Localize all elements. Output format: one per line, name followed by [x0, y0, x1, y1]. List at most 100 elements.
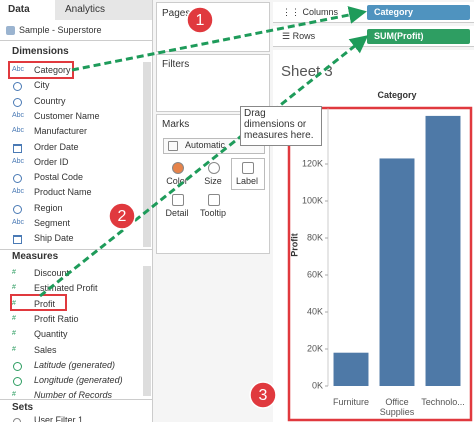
bar — [425, 115, 461, 387]
section-title: Sets — [12, 402, 34, 413]
callout-number: 2 — [118, 208, 127, 225]
mark-button-icon — [242, 162, 254, 174]
field[interactable]: Customer Name — [34, 110, 100, 121]
mark-type: Automatic — [185, 140, 226, 150]
mark-type-icon — [168, 141, 178, 151]
x-tick-label: Office Supplies — [379, 397, 415, 417]
callout-number: 1 — [196, 12, 205, 29]
scrollbar[interactable] — [143, 266, 151, 396]
field[interactable]: Segment — [34, 218, 71, 228]
card-title: Filters — [162, 59, 190, 70]
divider — [0, 399, 152, 400]
shelf-label: ⋮⋮ Columns — [282, 7, 339, 17]
field[interactable]: Longitude (generated) — [34, 375, 123, 386]
field[interactable]: Discount — [34, 268, 70, 278]
data-source[interactable]: Sample - Superstore — [19, 25, 102, 35]
field[interactable]: Ship Date — [34, 233, 74, 244]
globe-icon — [13, 361, 22, 371]
field[interactable]: Category — [34, 65, 71, 75]
scrollbar[interactable] — [143, 62, 151, 247]
globe-icon — [13, 97, 22, 107]
field[interactable]: Profit Ratio — [34, 313, 79, 324]
field[interactable]: Product Name — [34, 187, 92, 198]
y-tick-label: 80K — [307, 232, 323, 242]
field[interactable]: Order Date — [34, 141, 79, 152]
card-title: Pages — [162, 8, 191, 19]
y-tick-label: 40K — [307, 306, 323, 316]
mark-button-label: Color — [166, 176, 188, 186]
field-icon: # — [12, 284, 16, 292]
section-title: Dimensions — [12, 46, 69, 57]
field[interactable]: Country — [34, 95, 66, 106]
mark-button-icon — [208, 194, 220, 206]
callout-circle — [249, 381, 277, 409]
y-tick-label: 120K — [302, 158, 323, 168]
chart-title: Category — [377, 90, 417, 100]
field[interactable]: Latitude (generated) — [34, 359, 116, 370]
tab[interactable]: Data — [0, 0, 55, 20]
divider — [0, 249, 152, 250]
globe-icon — [13, 377, 22, 387]
field[interactable]: User Filter 1 — [34, 415, 84, 422]
field[interactable]: Manufacturer — [34, 126, 88, 137]
mark-button-icon — [172, 162, 184, 174]
highlight-box — [287, 106, 473, 422]
field-icon: Abc — [12, 111, 25, 119]
tab[interactable]: Analytics — [55, 0, 152, 20]
y-tick-label: 0K — [312, 380, 323, 390]
mark-button-icon — [172, 194, 184, 206]
shelf-title: Rows — [292, 31, 316, 41]
pill-label: Category — [374, 7, 414, 17]
mark-button-icon — [208, 162, 220, 174]
field-icon: # — [12, 299, 16, 307]
mark-button-label: Tooltip — [199, 208, 226, 218]
bar — [333, 352, 369, 386]
drop-hint: Drag dimensions or measures here. — [240, 106, 322, 146]
mark-button-label: Detail — [165, 208, 189, 218]
pill-label: SUM(Profit) — [374, 31, 424, 41]
field[interactable]: Postal Code — [34, 172, 84, 183]
card-title: Marks — [162, 119, 190, 130]
mark-type-dropdown[interactable] — [163, 138, 265, 154]
field[interactable]: Profit — [34, 298, 56, 309]
field[interactable]: Order ID — [34, 156, 69, 167]
mark-button-label: Size — [204, 176, 222, 186]
field-icon: Abc — [12, 66, 25, 73]
section-title: Measures — [12, 251, 59, 262]
x-tick-label: Furniture — [332, 397, 369, 407]
field[interactable]: Sales — [34, 344, 57, 355]
callout-number: 3 — [259, 387, 268, 404]
calendar-icon — [13, 143, 22, 153]
field-icon: # — [12, 345, 16, 353]
bar — [379, 158, 415, 386]
field[interactable]: Estimated Profit — [34, 283, 98, 294]
y-axis-title: Profit — [289, 233, 299, 257]
x-tick-label: Technolo... — [421, 397, 465, 407]
shelf-label: ☰ Rows — [282, 31, 316, 41]
globe-icon — [13, 174, 22, 184]
field[interactable]: Quantity — [34, 329, 68, 340]
field-icon: Abc — [12, 157, 25, 165]
arrow — [71, 6, 367, 72]
field-icon: # — [12, 330, 16, 338]
source-icon — [6, 26, 15, 35]
callout-circle — [108, 202, 136, 230]
filters-card — [156, 54, 270, 112]
field[interactable]: City — [34, 80, 50, 91]
shelf-title: Columns — [302, 7, 339, 17]
mark-button-label: Label — [235, 176, 259, 186]
y-tick-label: 20K — [307, 343, 323, 353]
field[interactable]: Number of Records — [34, 390, 113, 401]
calendar-icon — [13, 235, 22, 245]
field[interactable]: Region — [34, 202, 63, 213]
set-icon — [13, 418, 21, 422]
pages-card — [156, 2, 270, 52]
pill[interactable] — [367, 5, 470, 20]
field-icon: Abc — [12, 188, 25, 196]
sheet-title: Sheet 3 — [281, 63, 333, 80]
callout-circle — [186, 6, 214, 34]
field-icon: Abc — [12, 219, 25, 226]
pill[interactable] — [367, 29, 470, 44]
